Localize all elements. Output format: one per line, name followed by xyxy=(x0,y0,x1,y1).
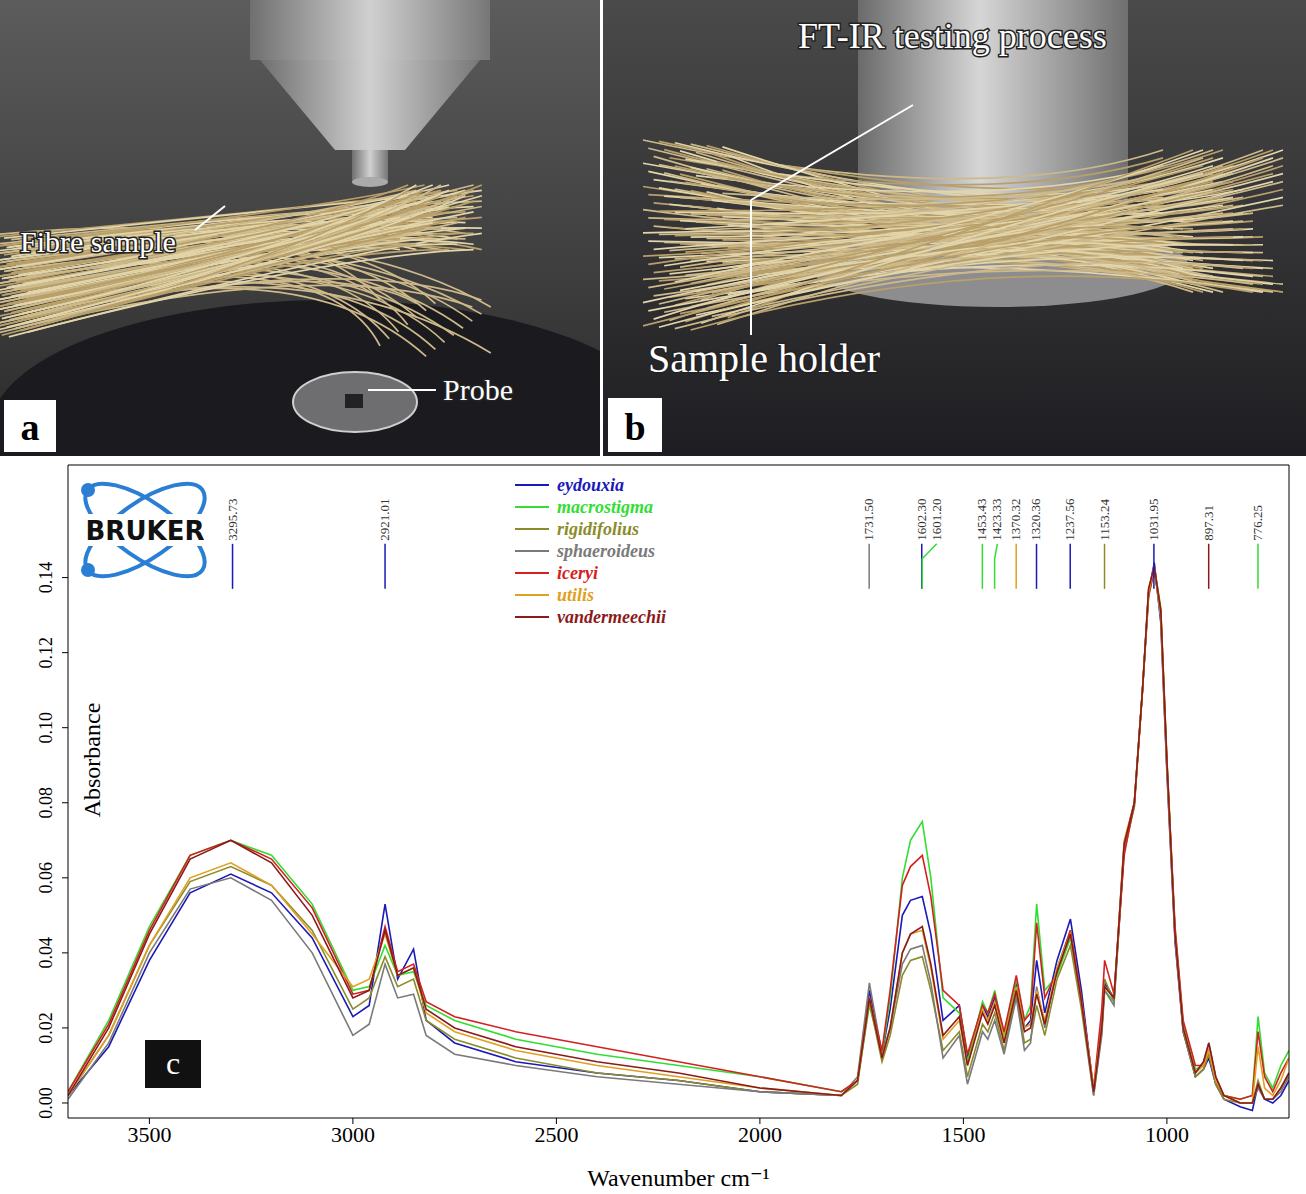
svg-text:BRUKER: BRUKER xyxy=(86,516,205,546)
html-text:macrostigma: macrostigma xyxy=(557,497,653,517)
svg-text:Absorbance: Absorbance xyxy=(79,703,105,818)
svg-text:1153.24: 1153.24 xyxy=(1097,499,1112,541)
html-text:iceryi: iceryi xyxy=(557,563,598,583)
svg-text:Wavenumber cm⁻¹: Wavenumber cm⁻¹ xyxy=(587,1165,770,1190)
svg-text:3500: 3500 xyxy=(127,1122,171,1147)
svg-text:1453.43: 1453.43 xyxy=(974,499,989,541)
svg-text:c: c xyxy=(166,1045,180,1081)
svg-text:3295.73: 3295.73 xyxy=(225,499,240,541)
svg-text:0.08: 0.08 xyxy=(36,787,56,819)
svg-text:0.04: 0.04 xyxy=(36,937,56,969)
svg-text:3000: 3000 xyxy=(331,1122,375,1147)
svg-text:Probe: Probe xyxy=(443,373,513,406)
svg-text:897.31: 897.31 xyxy=(1201,505,1216,541)
svg-text:0.02: 0.02 xyxy=(36,1012,56,1044)
html-text:sphaeroideus: sphaeroideus xyxy=(557,541,655,561)
svg-text:1000: 1000 xyxy=(1145,1122,1189,1147)
svg-text:Sample holder: Sample holder xyxy=(648,336,880,381)
svg-text:2500: 2500 xyxy=(534,1122,578,1147)
svg-text:a: a xyxy=(21,406,40,448)
svg-text:b: b xyxy=(624,406,645,448)
html-text:eydouxia: eydouxia xyxy=(557,475,624,495)
svg-text:0.00: 0.00 xyxy=(36,1087,56,1119)
svg-text:1731.50: 1731.50 xyxy=(861,499,876,541)
svg-text:0.10: 0.10 xyxy=(36,712,56,744)
svg-text:1602.30: 1602.30 xyxy=(914,499,929,541)
html-text:utilis: utilis xyxy=(557,585,594,605)
svg-text:1320.36: 1320.36 xyxy=(1029,498,1044,541)
svg-text:1237.56: 1237.56 xyxy=(1062,498,1077,541)
svg-text:FT-IR testing process: FT-IR testing process xyxy=(798,16,1107,56)
svg-text:1423.33: 1423.33 xyxy=(989,499,1004,541)
svg-text:1601.20: 1601.20 xyxy=(929,499,944,541)
svg-text:2000: 2000 xyxy=(738,1122,782,1147)
html-text:vandermeechii: vandermeechii xyxy=(557,607,666,627)
svg-text:0.14: 0.14 xyxy=(36,562,56,594)
html-text:rigidifolius: rigidifolius xyxy=(557,519,639,539)
svg-text:Fibre sample: Fibre sample xyxy=(20,225,176,258)
svg-text:776.25: 776.25 xyxy=(1250,505,1265,541)
svg-text:1500: 1500 xyxy=(941,1122,985,1147)
svg-text:0.06: 0.06 xyxy=(36,862,56,894)
svg-text:0.12: 0.12 xyxy=(36,637,56,669)
svg-text:1031.95: 1031.95 xyxy=(1146,499,1161,541)
svg-text:1370.32: 1370.32 xyxy=(1008,499,1023,541)
svg-text:2921.01: 2921.01 xyxy=(377,499,392,541)
